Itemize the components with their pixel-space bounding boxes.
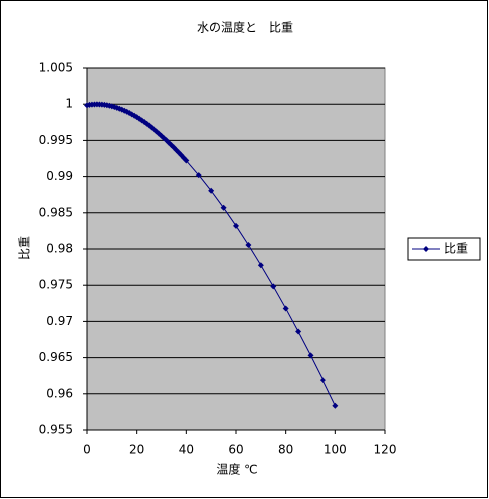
x-tick-label: 100 — [324, 443, 347, 457]
legend-label: 比重 — [444, 242, 468, 256]
data-point — [257, 262, 264, 269]
data-point — [245, 242, 252, 249]
x-tick-label: 0 — [83, 443, 91, 457]
data-point — [270, 283, 277, 290]
data-point — [195, 172, 202, 179]
x-tick-label: 20 — [129, 443, 144, 457]
legend-box — [407, 237, 481, 261]
chart-title: 水の温度と 比重 — [197, 20, 293, 35]
y-tick-label: 0.975 — [39, 278, 73, 292]
data-point — [233, 222, 239, 229]
x-tick-label: 60 — [228, 443, 243, 457]
data-point — [295, 328, 302, 335]
x-tick-label: 120 — [374, 443, 397, 457]
y-axis-label: 比重 — [18, 236, 32, 260]
data-point — [282, 305, 289, 312]
y-tick-label: 0.97 — [46, 314, 73, 328]
data-point — [183, 157, 190, 164]
data-point — [307, 352, 314, 359]
y-tick-label: 0.995 — [39, 133, 73, 147]
x-tick-label: 40 — [179, 443, 194, 457]
x-axis-label: 温度 ℃ — [216, 462, 257, 477]
y-tick-label: 0.96 — [46, 386, 73, 400]
legend-marker — [423, 246, 429, 252]
y-tick-label: 0.99 — [46, 169, 73, 183]
y-tick-label: 0.985 — [39, 205, 73, 219]
y-tick-label: 0.965 — [39, 350, 73, 364]
x-tick-label: 80 — [278, 443, 293, 457]
y-tick-label: 0.98 — [46, 242, 73, 256]
data-point — [319, 377, 326, 384]
data-point — [123, 108, 130, 115]
data-point — [332, 402, 339, 409]
data-point — [220, 204, 227, 211]
y-tick-label: 0.955 — [39, 423, 73, 437]
y-tick-label: 1.005 — [39, 61, 73, 75]
data-point — [208, 187, 215, 194]
y-tick-label: 1 — [65, 97, 73, 111]
